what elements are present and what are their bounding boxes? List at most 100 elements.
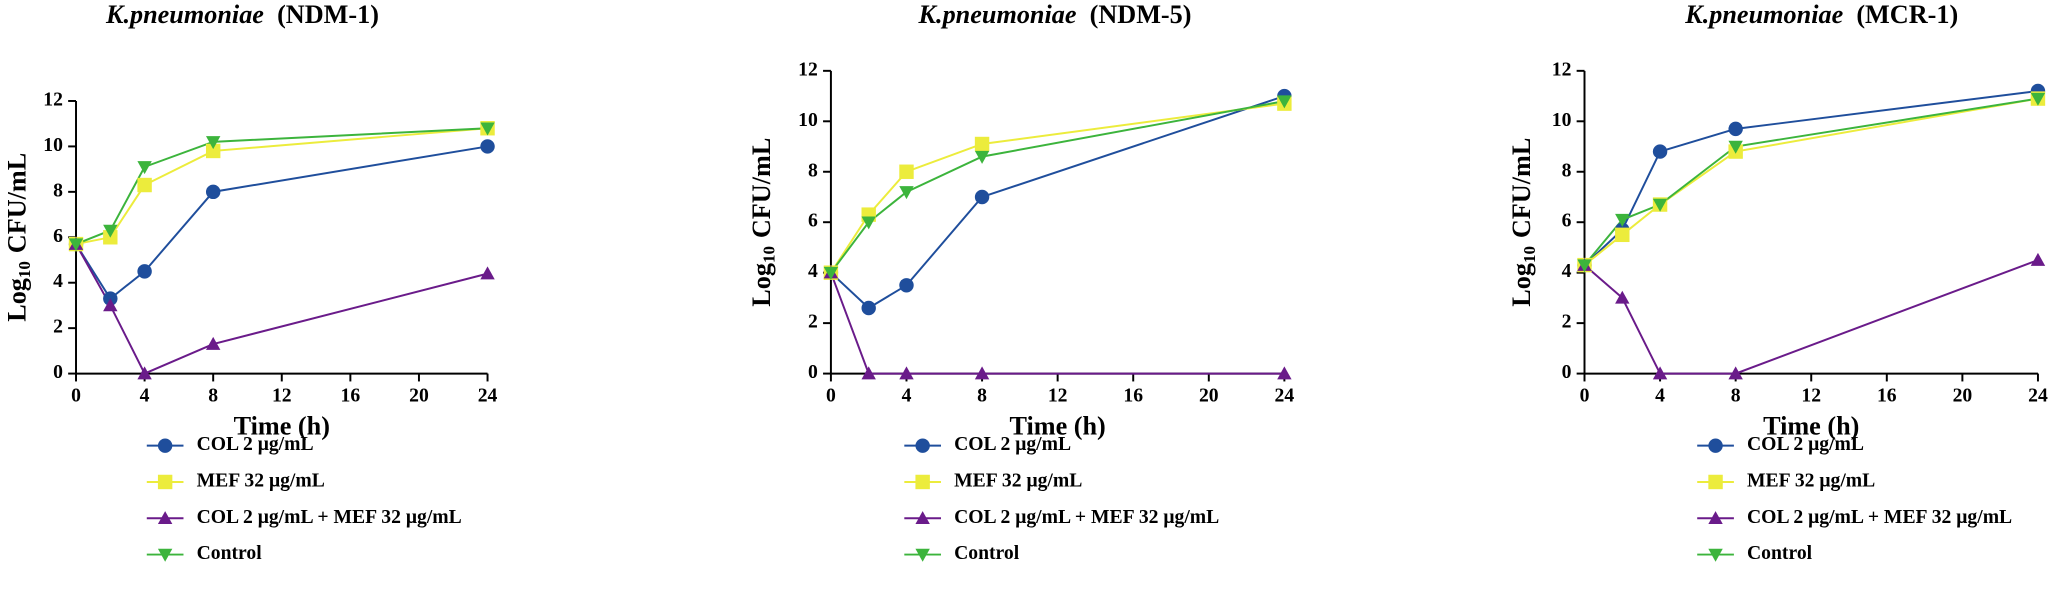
legend-marker <box>915 438 930 453</box>
title-strain: (MCR-1) <box>1856 0 1958 29</box>
data-point <box>1728 366 1743 380</box>
x-axis-title: Time (h) <box>234 412 330 441</box>
series-line <box>1583 97 2039 266</box>
series-line <box>1583 97 2039 266</box>
series-line <box>830 95 1285 310</box>
legend-marker <box>157 511 173 525</box>
y-axis-title: Log10 CFU/mL <box>3 153 34 322</box>
legend-label: Control <box>954 542 1020 564</box>
legend-marker <box>157 548 173 562</box>
y-tick-label: 4 <box>808 260 818 282</box>
data-point <box>1652 366 1668 380</box>
data-point <box>205 184 221 200</box>
y-tick-label: 0 <box>1562 361 1572 383</box>
y-axis-title-sub: 10 <box>1520 246 1539 263</box>
x-tick-label: 4 <box>902 385 912 407</box>
x-tick-label: 24 <box>2028 385 2048 407</box>
x-tick-label: 8 <box>1731 385 1741 407</box>
x-tick-label: 12 <box>1048 385 1068 407</box>
legend-label: COL 2 μg/mL + MEF 32 μg/mL <box>954 506 1219 528</box>
legend-label: MEF 32 μg/mL <box>954 469 1082 491</box>
y-tick-label: 12 <box>1552 58 1572 80</box>
legend-marker <box>1708 438 1723 453</box>
chart-title: K.pneumoniae (NDM-1) <box>105 0 379 29</box>
y-tick-label: 4 <box>53 270 63 292</box>
y-tick-label: 6 <box>53 225 63 247</box>
data-point <box>1615 290 1630 304</box>
x-tick-label: 4 <box>1655 385 1665 407</box>
legend-marker <box>915 548 930 562</box>
y-tick-label: 0 <box>808 361 818 383</box>
legend-marker <box>1708 474 1723 490</box>
data-point <box>137 366 152 380</box>
legend-label: MEF 32 μg/mL <box>197 469 325 491</box>
y-tick-label: 2 <box>808 311 818 333</box>
title-strain: (NDM-1) <box>277 0 379 29</box>
data-point <box>205 336 221 350</box>
series-line <box>75 243 488 375</box>
y-tick-label: 8 <box>1562 159 1572 181</box>
data-point <box>1615 213 1630 227</box>
y-tick-label: 6 <box>808 210 818 232</box>
series-line <box>829 272 1285 375</box>
data-point <box>480 139 495 154</box>
series-line <box>830 100 1285 274</box>
legend-label: COL 2 μg/mL <box>197 433 314 455</box>
y-axis-title-base: Log <box>3 278 32 322</box>
data-point <box>974 150 990 164</box>
title-species: K.pneumoniae <box>105 0 264 29</box>
y-axis-title: Log10 CFU/mL <box>1507 138 1538 307</box>
y-tick-label: 4 <box>1562 260 1572 282</box>
y-tick-label: 10 <box>798 109 818 131</box>
y-axis-title-base: Log <box>747 263 776 307</box>
data-point <box>1652 144 1668 159</box>
x-tick-label: 16 <box>1123 385 1143 407</box>
data-point <box>1615 227 1630 243</box>
y-axis-title-unit: CFU/mL <box>747 138 776 238</box>
title-strain: (NDM-5) <box>1090 0 1192 29</box>
y-axis-title-sub: 10 <box>15 261 34 278</box>
x-tick-label: 12 <box>1801 385 1821 407</box>
y-axis-title-unit: CFU/mL <box>3 153 32 253</box>
data-point <box>137 177 152 193</box>
data-point <box>2030 92 2046 106</box>
chart-title: K.pneumoniae (MCR-1) <box>1684 0 1958 29</box>
data-point <box>1652 198 1668 212</box>
legend-marker <box>915 511 930 525</box>
x-tick-label: 20 <box>409 385 429 407</box>
data-point <box>68 238 84 252</box>
x-tick-label: 4 <box>140 385 150 407</box>
y-tick-label: 6 <box>1562 210 1572 232</box>
legend-marker <box>157 474 173 490</box>
data-point <box>205 136 221 150</box>
data-point <box>137 161 152 175</box>
data-point <box>1577 259 1592 273</box>
y-tick-label: 10 <box>1552 109 1572 131</box>
series-line <box>1583 90 2039 266</box>
series-line <box>830 102 1285 274</box>
data-point <box>974 136 990 152</box>
data-point <box>861 366 876 380</box>
y-axis-title: Log10 CFU/mL <box>747 138 778 307</box>
legend-label: COL 2 μg/mL <box>954 433 1071 455</box>
data-point <box>861 216 876 230</box>
data-point <box>974 189 990 205</box>
y-tick-label: 12 <box>798 58 818 80</box>
legend-marker <box>1708 548 1723 562</box>
chart-title: K.pneumoniae (NDM-5) <box>918 0 1192 29</box>
x-tick-label: 8 <box>208 385 218 407</box>
y-tick-label: 2 <box>1562 311 1572 333</box>
data-point <box>899 164 914 179</box>
legend-label: Control <box>1747 542 1813 564</box>
x-axis-title: Time (h) <box>1009 412 1105 441</box>
x-tick-label: 24 <box>1275 385 1295 407</box>
legend-marker <box>915 474 930 490</box>
series-line <box>1583 259 2039 375</box>
data-point <box>861 300 876 316</box>
y-tick-label: 2 <box>53 316 63 338</box>
data-point <box>1277 366 1292 380</box>
data-point <box>1277 95 1292 109</box>
